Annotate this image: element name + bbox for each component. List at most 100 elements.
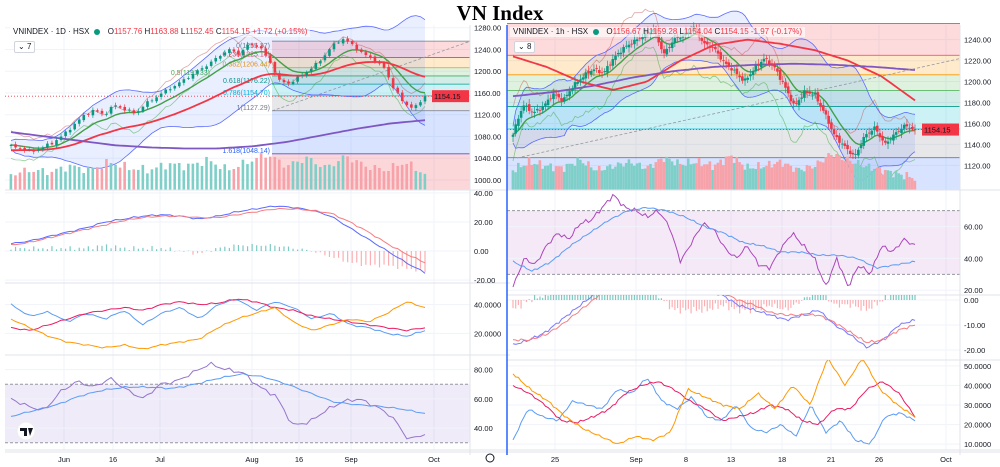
volume-bar	[259, 153, 263, 190]
volume-bar	[127, 170, 131, 190]
candle-body	[722, 60, 725, 61]
candle-body	[878, 133, 882, 138]
price-axis-label: 1040.00	[474, 154, 501, 163]
volume-bar	[838, 155, 841, 190]
candle-body	[544, 103, 547, 106]
candle-body	[378, 62, 381, 64]
candle-body	[560, 98, 563, 102]
candle-body	[881, 136, 884, 141]
rsi-axis-label: 40.00	[964, 254, 983, 263]
volume-bar	[759, 168, 763, 190]
macd-histogram-bar	[219, 247, 221, 252]
candle-body	[587, 70, 590, 74]
low-label: L	[679, 27, 684, 36]
macd-histogram-bar	[852, 300, 854, 304]
volume-bar	[332, 166, 336, 190]
macd-histogram-bar	[256, 245, 258, 252]
candle-body	[627, 44, 631, 48]
low-label: L	[180, 27, 186, 36]
volume-bar	[541, 168, 544, 190]
macd-histogram-bar	[768, 300, 770, 306]
volume-bar	[328, 164, 331, 190]
volume-bar	[773, 164, 776, 190]
candle-body	[595, 68, 598, 69]
volume-bar	[278, 159, 281, 190]
macd-histogram-bar	[606, 295, 609, 300]
macd-histogram-bar	[306, 249, 308, 252]
volume-bar	[846, 156, 849, 190]
adx--di-line	[10, 298, 426, 332]
close-label: C	[714, 27, 721, 36]
volume-bar	[214, 164, 217, 190]
candle-body	[727, 62, 731, 67]
symbol-right[interactable]: VNINDEX · 1h · HSX	[513, 27, 589, 36]
adx-axis-label: 40.0000	[964, 381, 991, 390]
adx-axis-label: 10.0000	[964, 440, 991, 449]
volume-bar	[538, 160, 542, 190]
macd-histogram-bar	[714, 300, 716, 304]
candle-body	[862, 136, 866, 146]
volume-bar	[77, 166, 81, 190]
macd-histogram-bar	[388, 251, 390, 266]
macd-histogram-bar	[251, 243, 253, 252]
candle-body	[611, 59, 615, 66]
volume-bar	[859, 166, 863, 190]
candle-body	[373, 56, 377, 63]
indicators-toggle-right[interactable]: ⌄ 8	[514, 41, 536, 53]
volume-bar	[854, 163, 857, 190]
low-value: 1152.45	[185, 27, 214, 36]
symbol-left[interactable]: VNINDEX · 1D · HSX	[13, 27, 90, 36]
rsi-rsi-ma-line	[512, 206, 916, 272]
macd-histogram-bar	[128, 250, 130, 252]
volume-bar	[86, 166, 90, 190]
volume-bar	[396, 165, 399, 190]
volume-bar	[643, 168, 647, 190]
candle-body	[350, 41, 354, 45]
price-axis-label: 1080.00	[474, 132, 501, 141]
candle-body	[835, 135, 839, 138]
volume-bar	[689, 164, 693, 190]
candle-body	[200, 68, 204, 70]
macd-histogram-bar	[124, 247, 126, 252]
macd-histogram-bar	[819, 295, 822, 300]
macd-histogram-bar	[342, 251, 344, 262]
fib-level-label: 0.786(1154.70)	[223, 90, 270, 97]
volume-bar	[59, 166, 63, 190]
volume-bar	[173, 163, 176, 190]
candle-body	[159, 93, 163, 97]
macd-histogram-bar	[631, 295, 633, 300]
rsi-rsi-line	[10, 361, 426, 440]
candle-body	[14, 144, 17, 148]
change-value: -1.97 (-0.17%)	[750, 27, 803, 36]
candle-body	[565, 94, 569, 96]
volume-bar	[611, 168, 615, 190]
candle-body	[703, 40, 706, 44]
settings-gear-icon[interactable]	[485, 453, 495, 463]
macd-histogram-bar	[160, 248, 162, 252]
macd-histogram-bar	[585, 295, 587, 300]
macd-histogram-bar	[115, 245, 117, 252]
volume-bar	[522, 165, 525, 190]
volume-bar	[364, 166, 368, 190]
candle-body	[123, 106, 127, 111]
indicators-toggle-left[interactable]: ⌄ 7	[14, 41, 36, 53]
candle-body	[552, 93, 555, 100]
candle-body	[797, 100, 801, 106]
volume-bar	[387, 171, 390, 190]
volume-bar	[762, 167, 766, 190]
volume-bar	[159, 162, 163, 190]
macd-histogram-bar	[165, 249, 167, 252]
macd-histogram-bar	[647, 295, 649, 300]
macd-histogram-bar	[604, 295, 606, 300]
macd-histogram-bar	[895, 295, 897, 300]
candle-body	[164, 89, 167, 94]
adx-axis-label: 50.0000	[964, 362, 991, 371]
volume-bar	[300, 162, 304, 190]
volume-bar	[250, 161, 254, 190]
volume-bar	[624, 162, 628, 190]
volume-bar	[96, 167, 99, 190]
macd-histogram-bar	[83, 248, 85, 252]
volume-bar	[757, 162, 760, 190]
macd-histogram-bar	[105, 244, 108, 252]
